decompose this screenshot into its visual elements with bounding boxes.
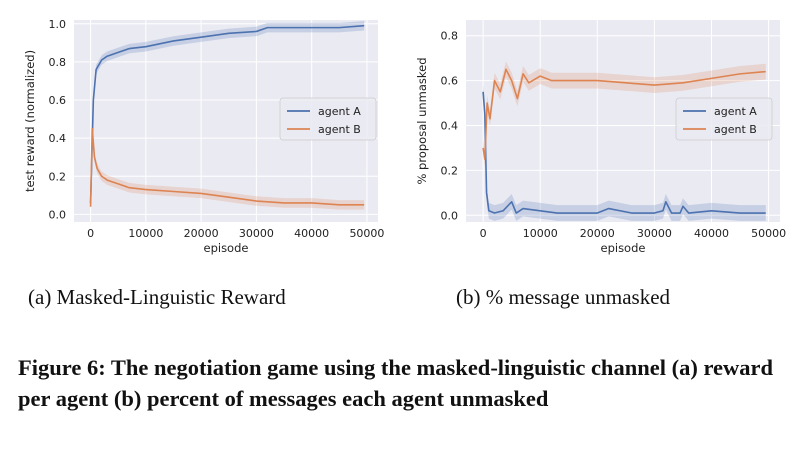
x-tick-label: 50000 <box>349 227 384 240</box>
series-line-0 <box>482 91 766 214</box>
y-tick-label: 1.0 <box>49 18 67 31</box>
y-tick-label: 0.8 <box>49 56 67 69</box>
subcaption-a: (a) Masked-Linguistic Reward <box>28 285 286 309</box>
legend-entry: agent A <box>318 105 361 118</box>
y-axis-label: test reward (normalized) <box>23 50 37 192</box>
y-tick-label: 0.6 <box>441 75 459 88</box>
figure-caption: Figure 6: The negotiation game using the… <box>18 355 774 411</box>
y-tick-label: 0.2 <box>49 170 67 183</box>
x-axis-label: episode <box>601 241 646 255</box>
x-tick-label: 0 <box>87 227 94 240</box>
x-tick-label: 0 <box>480 227 487 240</box>
x-tick-label: 20000 <box>184 227 219 240</box>
y-tick-label: 0.4 <box>49 132 67 145</box>
y-tick-label: 0.4 <box>441 119 459 132</box>
x-tick-label: 40000 <box>294 227 329 240</box>
subcaption-b: (b) % message unmasked <box>456 285 671 309</box>
y-tick-label: 0.0 <box>49 208 67 221</box>
legend-entry: agent B <box>318 123 361 136</box>
legend-entry: agent A <box>714 105 757 118</box>
series-band <box>90 123 365 212</box>
x-axis-label: episode <box>204 241 249 255</box>
y-tick-label: 0.2 <box>441 164 459 177</box>
x-tick-label: 30000 <box>239 227 274 240</box>
legend-entry: agent B <box>714 123 757 136</box>
x-tick-label: 50000 <box>751 227 786 240</box>
series-band <box>483 83 766 221</box>
x-tick-label: 10000 <box>523 227 558 240</box>
x-tick-label: 30000 <box>637 227 672 240</box>
x-tick-label: 20000 <box>580 227 615 240</box>
x-tick-label: 10000 <box>128 227 163 240</box>
chart-a-reward: 0 10000 20000 30000 40000 50000 0.0 0.2 0.4 0.6 0.… <box>23 18 384 255</box>
y-tick-label: 0.8 <box>441 30 459 43</box>
y-tick-label: 0.0 <box>441 209 459 222</box>
y-axis-label: % proposal unmasked <box>415 57 429 184</box>
series-band <box>483 61 766 168</box>
chart-b-unmasked: 0 10000 20000 30000 40000 50000 0.0 0.2 0.4 0.6 0.… <box>415 20 786 255</box>
series-line-1 <box>89 127 365 207</box>
y-tick-label: 0.6 <box>49 94 67 107</box>
series-line-0 <box>89 24 365 203</box>
series-line-1 <box>482 68 766 160</box>
x-tick-label: 40000 <box>694 227 729 240</box>
